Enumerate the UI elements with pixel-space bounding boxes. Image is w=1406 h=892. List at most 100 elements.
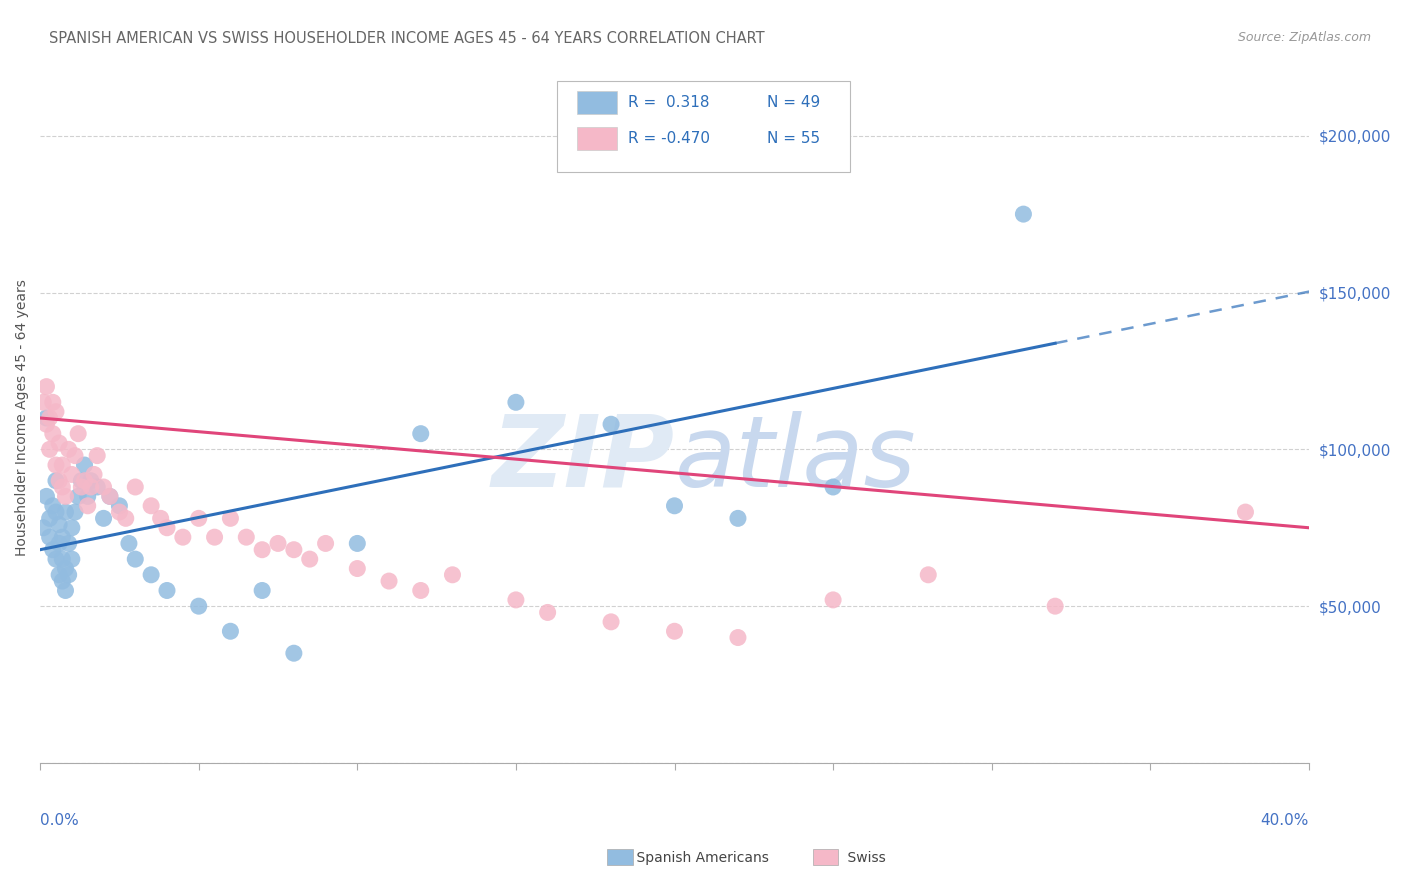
Point [58, 567, 80, 582]
Point [600, 615, 623, 629]
Point [35, 379, 58, 393]
Point [409, 426, 432, 441]
Point [63, 449, 86, 463]
Text: 0.0%: 0.0% [41, 814, 79, 828]
Point [51, 552, 73, 566]
Point [156, 521, 179, 535]
Point [38, 442, 60, 457]
Point [187, 599, 209, 614]
Point [204, 530, 226, 544]
Point [917, 567, 939, 582]
FancyBboxPatch shape [576, 127, 617, 150]
Point [108, 499, 131, 513]
Point [51, 574, 73, 588]
Text: N = 55: N = 55 [768, 131, 821, 146]
Point [73, 474, 96, 488]
Point [219, 511, 242, 525]
Point [70, 480, 93, 494]
Point [45, 505, 67, 519]
Point [58, 536, 80, 550]
Point [315, 536, 337, 550]
Point [67, 426, 90, 441]
Point [38, 530, 60, 544]
Point [727, 631, 749, 645]
Point [55, 583, 77, 598]
Point [172, 530, 194, 544]
Point [35, 417, 58, 432]
Point [156, 583, 179, 598]
Point [76, 489, 98, 503]
Point [45, 405, 67, 419]
Point [42, 499, 65, 513]
Point [114, 511, 136, 525]
Point [60, 467, 83, 482]
Point [35, 411, 58, 425]
Point [86, 480, 108, 494]
Point [73, 458, 96, 472]
Point [139, 499, 162, 513]
Point [55, 505, 77, 519]
Point [42, 542, 65, 557]
Point [283, 542, 305, 557]
Point [51, 480, 73, 494]
Point [38, 411, 60, 425]
Point [32, 395, 55, 409]
Bar [607, 849, 633, 865]
Point [60, 552, 83, 566]
Point [283, 646, 305, 660]
Point [98, 489, 121, 503]
FancyBboxPatch shape [576, 91, 617, 114]
Point [42, 426, 65, 441]
Point [80, 474, 103, 488]
Point [600, 417, 623, 432]
Text: R = -0.470: R = -0.470 [627, 131, 710, 146]
Point [250, 583, 273, 598]
Point [235, 530, 257, 544]
Text: atlas: atlas [675, 411, 917, 508]
Point [727, 511, 749, 525]
Point [42, 395, 65, 409]
Point [108, 505, 131, 519]
Point [124, 552, 146, 566]
Point [83, 467, 105, 482]
Point [505, 395, 527, 409]
Point [48, 436, 70, 450]
Point [823, 480, 845, 494]
Point [80, 480, 103, 494]
Point [45, 552, 67, 566]
Text: R =  0.318: R = 0.318 [627, 95, 709, 110]
Point [187, 511, 209, 525]
Point [664, 624, 686, 639]
Text: N = 49: N = 49 [768, 95, 821, 110]
Point [346, 536, 368, 550]
Point [98, 489, 121, 503]
Point [76, 499, 98, 513]
Point [48, 517, 70, 532]
Point [93, 480, 115, 494]
Text: ZIP: ZIP [492, 411, 675, 508]
Point [1012, 207, 1035, 221]
Point [124, 480, 146, 494]
Point [86, 449, 108, 463]
Point [93, 511, 115, 525]
Y-axis label: Householder Income Ages 45 - 64 years: Householder Income Ages 45 - 64 years [15, 279, 30, 557]
Point [346, 561, 368, 575]
Text: Swiss: Swiss [830, 851, 886, 865]
Point [664, 499, 686, 513]
Text: SPANISH AMERICAN VS SWISS HOUSEHOLDER INCOME AGES 45 - 64 YEARS CORRELATION CHAR: SPANISH AMERICAN VS SWISS HOUSEHOLDER IN… [49, 31, 765, 46]
Point [1043, 599, 1066, 614]
Point [51, 530, 73, 544]
Point [48, 536, 70, 550]
Point [409, 583, 432, 598]
Point [505, 593, 527, 607]
Bar [813, 849, 838, 865]
Point [441, 567, 464, 582]
Point [219, 624, 242, 639]
Text: 40.0%: 40.0% [1261, 814, 1309, 828]
FancyBboxPatch shape [557, 81, 849, 171]
Point [32, 521, 55, 535]
Point [48, 567, 70, 582]
Point [55, 489, 77, 503]
Point [267, 536, 290, 550]
Point [1234, 505, 1257, 519]
